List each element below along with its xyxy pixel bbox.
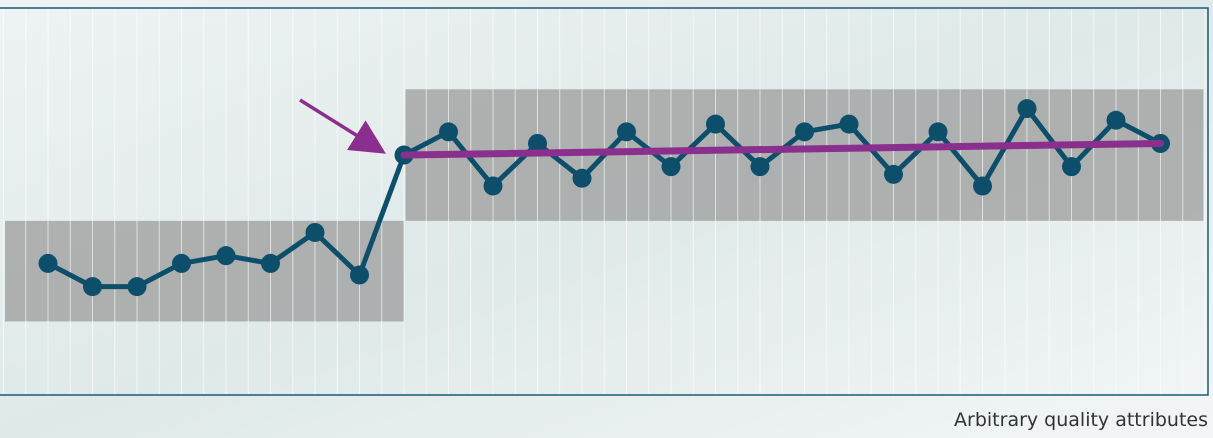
data-point <box>305 222 325 242</box>
data-point <box>928 122 948 142</box>
data-point <box>1106 110 1126 130</box>
data-point <box>884 164 903 184</box>
data-point <box>1017 99 1037 119</box>
data-point <box>483 176 503 196</box>
data-point <box>750 157 770 177</box>
data-point <box>661 157 681 177</box>
data-point <box>172 253 191 273</box>
data-point <box>1062 157 1081 177</box>
frame <box>0 7 1209 396</box>
data-point <box>127 277 147 297</box>
data-point <box>795 122 814 142</box>
data-point <box>973 176 992 196</box>
data-point <box>216 246 236 266</box>
data-point <box>706 114 725 134</box>
caption: Arbitrary quality attributes <box>954 409 1208 431</box>
trend-line <box>400 139 1164 159</box>
data-point <box>38 253 58 273</box>
data-point <box>572 168 592 188</box>
data-point <box>439 122 458 142</box>
data-point <box>83 277 102 297</box>
arrow <box>299 98 386 154</box>
data-point <box>839 114 859 134</box>
data-point <box>617 122 636 142</box>
data-point <box>350 265 369 285</box>
data-point <box>261 253 280 273</box>
data-point <box>528 133 547 153</box>
